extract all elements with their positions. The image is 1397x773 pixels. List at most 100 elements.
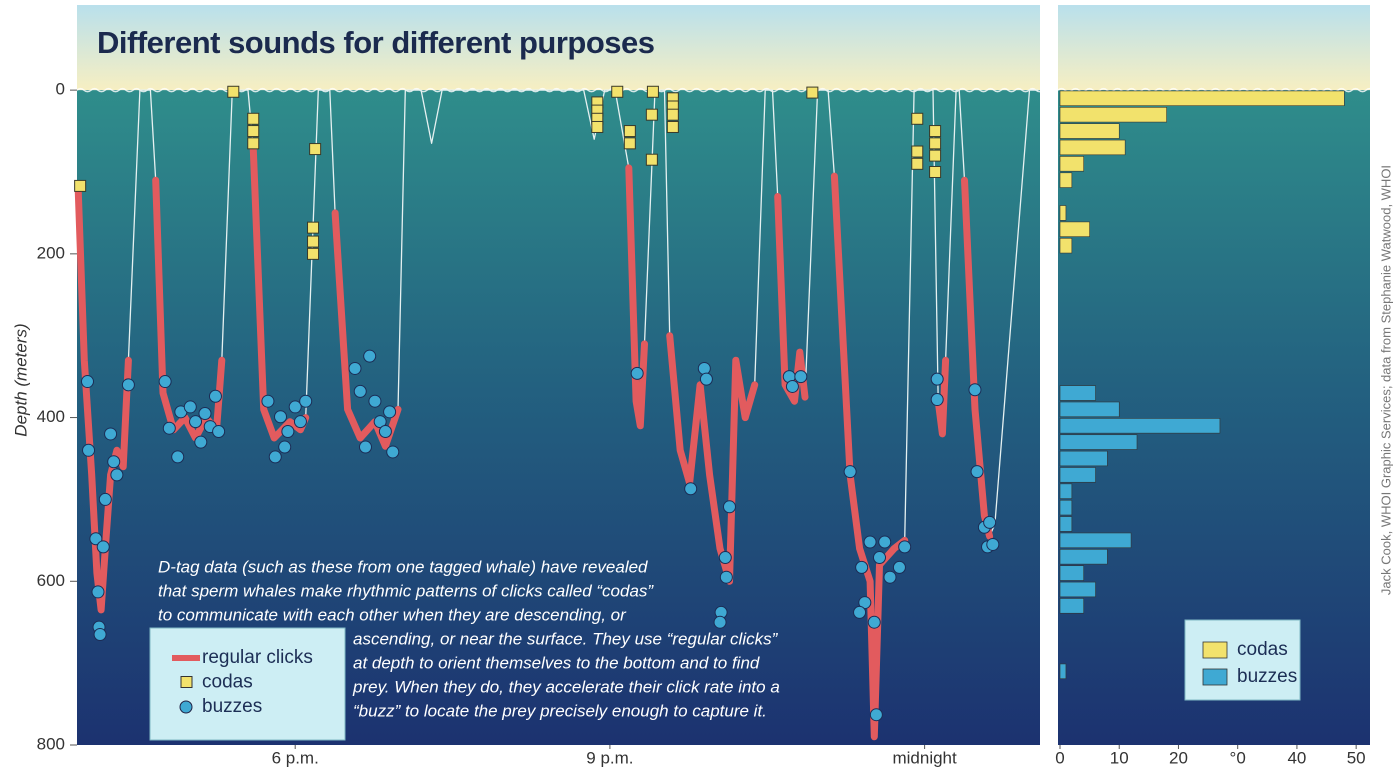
buzz <box>349 362 361 374</box>
buzz <box>99 493 111 505</box>
coda <box>646 154 657 165</box>
sky <box>1058 5 1370 90</box>
coda <box>912 113 923 124</box>
y-axis-label: Depth (meters) <box>11 323 30 436</box>
coda <box>646 109 657 120</box>
buzz <box>864 536 876 548</box>
x-tick-label: °0 <box>1230 748 1246 767</box>
buzz <box>384 406 396 418</box>
histogram-bar <box>1060 156 1084 171</box>
buzz <box>184 401 196 413</box>
chart-title: Different sounds for different purposes <box>97 25 654 60</box>
y-tick-label: 400 <box>37 407 65 426</box>
coda <box>308 222 319 233</box>
buzz <box>844 466 856 478</box>
buzz <box>159 376 171 388</box>
chart: Different sounds for different purposes … <box>0 0 1397 773</box>
histogram-bar <box>1060 549 1107 564</box>
credit: Jack Cook, WHOI Graphic Services; data f… <box>1378 165 1393 595</box>
histogram-bar <box>1060 402 1119 417</box>
buzz <box>893 561 905 573</box>
buzz <box>279 441 291 453</box>
buzz <box>874 552 886 564</box>
buzz <box>213 425 225 437</box>
legend-label: buzzes <box>202 696 262 717</box>
legend-swatch <box>1203 669 1227 685</box>
histogram-bar <box>1060 238 1072 253</box>
coda <box>75 180 86 191</box>
coda <box>667 109 678 120</box>
buzz <box>92 586 104 598</box>
buzz <box>359 441 371 453</box>
buzz <box>282 425 294 437</box>
y-tick-label: 0 <box>56 80 65 99</box>
legend-label: regular clicks <box>202 647 313 668</box>
x-tick-label: 40 <box>1287 748 1306 767</box>
buzz <box>714 616 726 628</box>
histogram-bar <box>1060 418 1220 433</box>
buzz <box>931 373 943 385</box>
buzz <box>795 371 807 383</box>
y-tick-label: 200 <box>37 243 65 262</box>
buzz <box>111 469 123 481</box>
coda <box>248 113 259 124</box>
histogram-bar <box>1060 173 1072 188</box>
histogram-bar <box>1060 467 1096 482</box>
x-tick-label: 10 <box>1110 748 1129 767</box>
histogram-bar <box>1060 582 1096 597</box>
annotation-line: ascending, or near the surface. They use… <box>353 629 779 648</box>
histogram-bar <box>1060 451 1107 466</box>
buzz <box>83 444 95 456</box>
coda <box>612 86 623 97</box>
coda <box>807 87 818 98</box>
histogram-bar <box>1060 206 1066 221</box>
coda <box>930 166 941 177</box>
buzz <box>369 395 381 407</box>
buzz <box>172 451 184 463</box>
buzz <box>209 390 221 402</box>
buzz <box>379 425 391 437</box>
coda <box>308 236 319 247</box>
legend-label: buzzes <box>1237 666 1297 687</box>
y-tick-label: 600 <box>37 571 65 590</box>
buzz <box>294 416 306 428</box>
buzz <box>122 379 134 391</box>
x-tick-label: 0 <box>1055 748 1064 767</box>
buzz <box>262 395 274 407</box>
x-tick-label: 9 p.m. <box>586 748 633 767</box>
histogram-bar <box>1060 598 1084 613</box>
histogram-bar <box>1060 435 1137 450</box>
legend-swatch <box>1203 642 1227 658</box>
x-tick-label: 50 <box>1347 748 1366 767</box>
buzz <box>685 483 697 495</box>
buzz <box>195 436 207 448</box>
legend-label: codas <box>202 672 253 693</box>
annotation-line: at depth to orient themselves to the bot… <box>353 653 760 672</box>
buzz <box>720 571 732 583</box>
buzz <box>984 516 996 528</box>
buzz <box>163 422 175 434</box>
buzz <box>786 380 798 392</box>
histogram-bar <box>1060 500 1072 515</box>
y-tick-label: 800 <box>37 734 65 753</box>
histogram-bar <box>1060 533 1131 548</box>
histogram-bar <box>1060 386 1096 401</box>
coda <box>248 126 259 137</box>
coda <box>930 126 941 137</box>
buzz <box>97 541 109 553</box>
coda <box>912 158 923 169</box>
buzz <box>94 628 106 640</box>
histogram-bar <box>1060 107 1167 122</box>
buzz <box>364 350 376 362</box>
buzz <box>354 385 366 397</box>
buzz <box>698 362 710 374</box>
legend-swatch <box>180 701 192 713</box>
buzz <box>108 456 120 468</box>
coda <box>930 150 941 161</box>
coda <box>930 138 941 149</box>
annotation-line: that sperm whales make rhythmic patterns… <box>158 581 654 600</box>
coda <box>228 86 239 97</box>
histogram-bar <box>1060 124 1119 139</box>
buzz <box>300 395 312 407</box>
buzz <box>987 538 999 550</box>
